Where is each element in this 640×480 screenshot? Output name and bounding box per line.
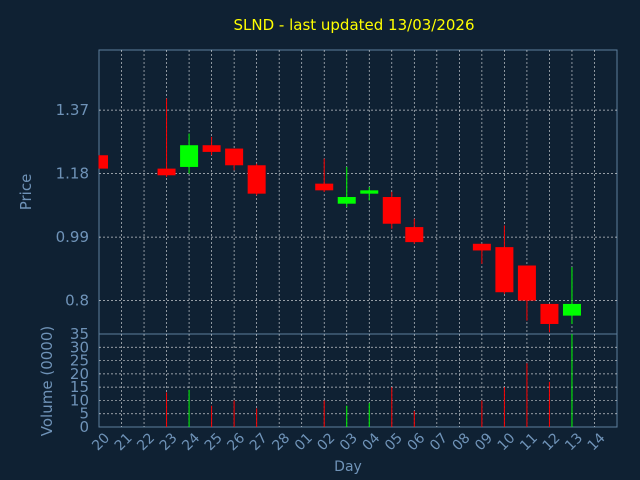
candle-body xyxy=(517,265,536,301)
price-panel: 1.37 1.18 0.99 0.8 Price xyxy=(17,49,618,335)
candle-body xyxy=(180,145,199,167)
volume-tick-label: 20 xyxy=(70,365,89,383)
price-tick-label: 0.99 xyxy=(56,228,89,246)
price-plot-area xyxy=(98,49,618,335)
candle-body xyxy=(382,197,401,224)
volume-axis-label: Volume (0000) xyxy=(38,326,56,436)
candle-body xyxy=(562,303,581,316)
price-tick-label: 0.8 xyxy=(65,292,89,310)
candle-body xyxy=(247,165,266,194)
x-axis-ticks: 2021222324252627280102030405060708091011… xyxy=(89,430,608,454)
candle-body xyxy=(405,227,424,243)
candle-body xyxy=(472,243,491,251)
volume-tick-label: 25 xyxy=(70,352,89,370)
candle-body xyxy=(99,155,108,169)
x-axis-label: Day xyxy=(334,459,362,475)
volume-tick-label: 0 xyxy=(79,418,89,436)
candle-body xyxy=(360,190,379,194)
candle-body xyxy=(225,148,244,166)
volume-tick-label: 30 xyxy=(70,338,89,356)
candle-body xyxy=(337,197,356,204)
volume-tick-label: 35 xyxy=(70,325,89,343)
price-tick-label: 1.18 xyxy=(56,165,89,183)
volume-plot-area xyxy=(98,333,618,428)
price-candles xyxy=(98,98,581,333)
candle-body xyxy=(157,168,176,176)
volume-tick-label: 15 xyxy=(70,378,89,396)
price-axis-ticks: 1.37 1.18 0.99 0.8 xyxy=(56,101,89,309)
candle-body xyxy=(540,303,559,324)
volume-tick-label: 10 xyxy=(70,391,89,409)
volume-tick-label: 5 xyxy=(79,405,89,423)
volume-bars xyxy=(166,334,573,427)
price-tick-label: 1.37 xyxy=(56,101,89,119)
candle-body xyxy=(495,247,514,293)
chart-title: SLND - last updated 13/03/2026 xyxy=(233,16,474,34)
candle-body xyxy=(315,183,334,191)
price-axis-label: Price xyxy=(17,174,35,211)
candle-body xyxy=(202,145,221,152)
